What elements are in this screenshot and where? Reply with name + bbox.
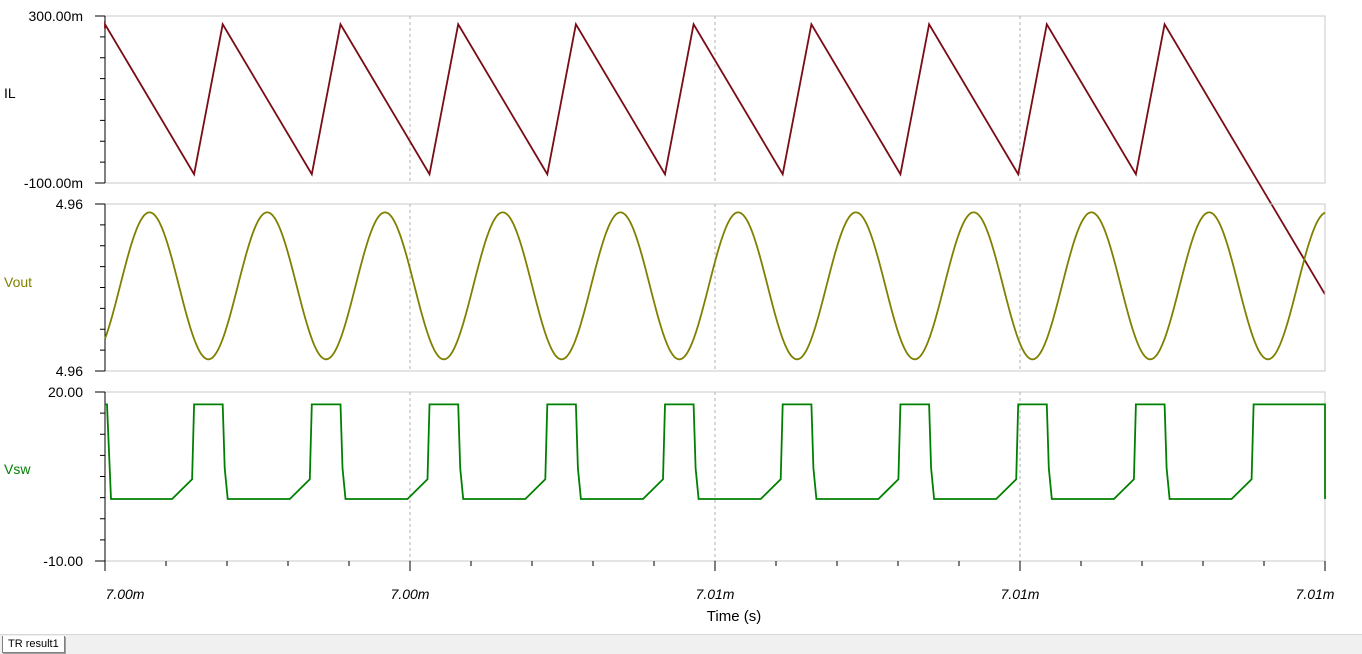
series-line-vsw	[105, 403, 1326, 500]
x-tick-label: 7.00m	[391, 586, 430, 602]
x-tick-label: 7.01m	[1296, 586, 1335, 602]
y-max-label: 300.00m	[29, 8, 83, 24]
tr-result-tab[interactable]: TR result1	[2, 636, 65, 653]
y-max-label: 4.96	[56, 196, 83, 212]
y-max-label: 20.00	[48, 384, 83, 400]
x-tick-label: 7.00m	[106, 586, 145, 602]
x-axis-title: Time (s)	[707, 608, 761, 625]
series-line-vout	[104, 211, 1326, 361]
series-label: Vsw	[4, 461, 31, 477]
series-label: IL	[4, 85, 16, 101]
y-min-label: -10.00	[43, 553, 83, 569]
x-tick-label: 7.01m	[696, 586, 735, 602]
series-line-il	[104, 21, 1326, 295]
series-label: Vout	[4, 274, 32, 290]
status-bar: TR result1	[0, 634, 1362, 654]
waveform-plot: 300.00m -100.00m IL 4.96 4.96 Vout 20.00 -10.00…	[4, 8, 1335, 625]
y-min-label: -100.00m	[24, 175, 83, 191]
x-tick-label: 7.01m	[1001, 586, 1040, 602]
y-min-label: 4.96	[56, 363, 83, 379]
